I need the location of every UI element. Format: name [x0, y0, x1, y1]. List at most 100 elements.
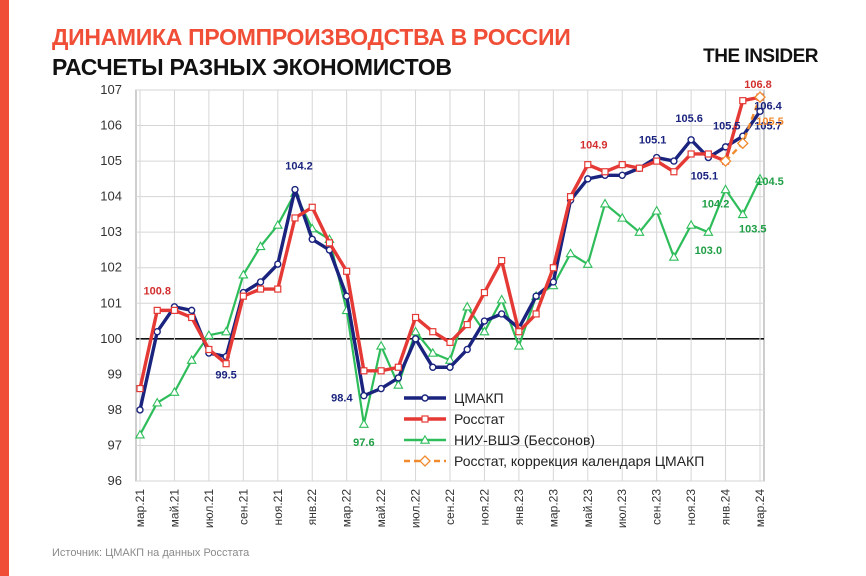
y-tick-label: 105	[100, 153, 122, 168]
x-tick-label: май.21	[167, 489, 181, 528]
series-1-point	[222, 360, 230, 368]
series-1-point	[601, 168, 609, 176]
series-1-point	[635, 164, 644, 172]
x-tick-label: ноя.21	[271, 489, 285, 526]
data-label: 105.5	[713, 120, 741, 132]
series-1-point	[429, 328, 437, 336]
series-1-point	[687, 150, 695, 158]
series-1-point	[618, 161, 626, 169]
series-2-point	[220, 326, 232, 336]
series-0-point	[342, 292, 351, 300]
legend-marker-3	[419, 455, 431, 467]
x-tick-label: сен.21	[236, 489, 250, 525]
data-label: 105.1	[639, 135, 667, 147]
series-1-point	[360, 367, 368, 375]
series-2-point	[565, 248, 576, 258]
series-1-point	[274, 285, 282, 293]
y-tick-label: 102	[100, 260, 122, 275]
x-tick-label: янв.22	[305, 489, 319, 526]
data-label: 99.5	[215, 370, 236, 382]
data-label: 104.9	[580, 140, 608, 152]
series-1-point	[239, 292, 247, 300]
x-tick-label: июл.21	[202, 489, 216, 528]
series-3-point	[719, 155, 732, 168]
series-1-point	[411, 313, 420, 322]
y-tick-label: 104	[100, 189, 122, 204]
data-label: 103.5	[739, 223, 767, 235]
legend-marker-0	[421, 394, 429, 402]
series-2-point	[203, 329, 215, 339]
data-label: 106.8	[744, 79, 772, 91]
series-0-point	[411, 335, 420, 343]
series-1-point	[377, 367, 385, 375]
series-1-point	[188, 313, 196, 322]
series-0-point	[756, 107, 764, 116]
series-2-point	[238, 269, 249, 279]
series-1-point	[498, 257, 506, 265]
legend-label-0: ЦМАКП	[454, 390, 504, 406]
data-label: 98.4	[331, 393, 353, 405]
x-tick-label: ноя.22	[477, 489, 491, 526]
series-2-point	[462, 301, 473, 311]
data-label: 106.4	[754, 100, 782, 112]
data-label: 100.8	[143, 285, 171, 297]
series-1-point	[325, 239, 334, 247]
series-0-point	[308, 235, 316, 243]
series-2-point	[582, 258, 593, 268]
y-tick-label: 96	[108, 473, 122, 488]
series-1-point	[170, 306, 179, 314]
data-label: 97.6	[353, 437, 374, 449]
series-2-point	[703, 226, 714, 236]
series-0-point	[480, 317, 489, 325]
series-1-point	[566, 193, 575, 201]
y-tick-label: 101	[100, 295, 122, 310]
series-0-point	[136, 406, 144, 414]
chart-subtitle: РАСЧЕТЫ РАЗНЫХ ЭКОНОМИСТОВ	[52, 54, 452, 80]
source-note: Источник: ЦМАКП на данных Росстата	[52, 547, 250, 559]
series-1-point	[584, 161, 592, 169]
series-2-point	[358, 418, 370, 428]
legend-marker-2	[419, 434, 431, 444]
series-3-point	[736, 137, 749, 150]
series-0-point	[291, 185, 299, 194]
axis-layer: 96 97 98 99 100 101 102 103 104 105 106 107 мар.21 ма…	[100, 82, 767, 528]
data-label: 105.1	[691, 171, 719, 183]
series-0-point	[377, 384, 385, 393]
series-0-point	[584, 175, 592, 183]
series-2-point	[152, 397, 163, 407]
y-tick-label: 106	[100, 118, 122, 133]
x-tick-label: май.23	[581, 489, 595, 528]
grid-layer	[135, 89, 765, 482]
series-3-point	[754, 91, 766, 104]
x-tick-label: янв.24	[719, 489, 733, 526]
series-layer	[134, 91, 766, 439]
series-1-point	[704, 150, 712, 158]
series-0-point	[618, 171, 626, 180]
series-1-point	[463, 321, 471, 329]
series-2-point	[375, 340, 387, 350]
x-tick-label: мар.23	[546, 489, 560, 528]
x-tick-label: янв.23	[512, 489, 526, 526]
series-2-point	[427, 347, 438, 357]
series-1-point	[549, 264, 557, 272]
series-1-point	[205, 345, 213, 354]
legend: ЦМАКП Росстат НИУ-ВШЭ (Бессонов) Росстат, к…	[404, 390, 704, 469]
series-1-point	[446, 338, 454, 346]
series-2-point	[599, 198, 611, 208]
y-tick-label: 97	[108, 437, 122, 452]
series-2-point	[720, 184, 731, 194]
legend-marker-1	[421, 415, 429, 423]
series-0-point	[394, 374, 403, 382]
series-0-point	[153, 328, 161, 336]
series-1-point	[515, 328, 523, 336]
x-tick-label: май.22	[374, 489, 388, 528]
y-tick-label: 107	[100, 82, 122, 97]
series-0-point	[549, 278, 558, 286]
x-tick-label: мар.21	[133, 489, 147, 528]
series-2-point	[272, 219, 283, 229]
series-0-point	[532, 292, 540, 300]
series-2-point	[617, 212, 628, 222]
series-1-point	[653, 157, 661, 165]
data-label: 104.2	[285, 161, 313, 173]
series-2-point	[169, 386, 180, 396]
